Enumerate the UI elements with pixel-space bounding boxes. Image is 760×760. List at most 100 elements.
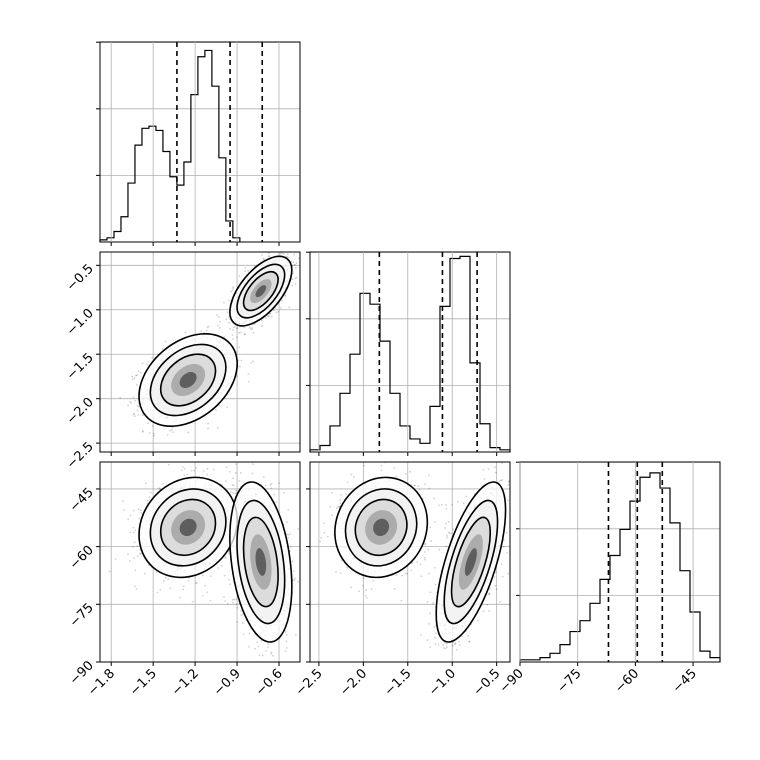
scatter-point [187,580,190,582]
scatter-point [136,409,139,412]
scatter-point [136,545,139,547]
scatter-point [294,266,297,269]
scatter-point [133,377,136,380]
scatter-point [205,329,208,332]
scatter-point [279,306,282,309]
scatter-point [305,584,307,586]
scatter-point [282,252,285,255]
scatter-point [239,331,242,334]
scatter-point [137,413,140,416]
scatter-point [141,431,144,433]
scatter-point [267,643,270,646]
scatter-point [209,575,212,577]
scatter-point [159,588,162,591]
scatter-point [233,484,235,487]
scatter-point [147,360,150,363]
scatter-point [247,269,250,272]
scatter-point [244,266,247,269]
scatter-point [159,488,162,490]
scatter-point [216,324,219,327]
scatter-point [204,584,207,587]
scatter-point [235,603,238,606]
scatter-point [127,404,130,407]
scatter-point [236,606,239,609]
scatter-point [292,570,295,573]
scatter-point [148,496,151,498]
scatter-point [286,674,288,676]
scatter-point [182,585,185,588]
density-fill [255,285,267,298]
scatter-point [293,253,296,256]
scatter-point [285,646,288,649]
scatter-point [252,463,254,466]
scatter-point [183,474,186,477]
scatter-point [166,433,169,436]
scatter-point [242,633,245,636]
x-tick-label: −0.6 [253,666,286,699]
scatter-point [227,299,230,302]
scatter-point [164,340,167,343]
scatter-point [154,470,156,472]
scatter-point [136,555,139,558]
scatter-point [264,484,267,487]
scatter-point [291,278,294,281]
scatter-point [284,294,287,297]
scatter-point [281,246,283,248]
scatter-point [297,257,300,260]
scatter-point [269,312,272,315]
panel-frame [309,251,511,453]
scatter-point [293,579,296,581]
scatter-point [133,531,135,534]
scatter-point [147,422,150,425]
scatter-point [232,338,234,340]
scatter-point [141,414,144,417]
scatter-point [129,400,132,403]
scatter-point [267,255,270,258]
scatter-point [122,509,125,511]
scatter-point [247,380,250,383]
histogram-panel [96,41,301,243]
scatter-point [226,311,229,314]
scatter-point [279,252,282,255]
scatter-point [128,560,131,562]
scatter-point [294,283,297,285]
scatter-point [201,594,204,597]
scatter-point [206,467,209,470]
scatter-point [114,558,117,560]
scatter-point [248,326,251,328]
scatter-point [137,405,140,408]
scatter-point [258,456,260,458]
scatter-point [253,265,256,267]
scatter-point [218,404,221,407]
scatter-point [132,413,135,416]
x-tick-label: −1.2 [169,666,202,699]
scatter-point [167,463,170,466]
scatter-point [153,434,156,437]
scatter-point [127,553,130,556]
scatter-point [201,574,204,577]
x-tick-label: −0.9 [211,666,244,699]
scatter-point [225,318,228,321]
scatter-point [209,599,212,602]
scatter-point [130,402,132,404]
scatter-point [138,517,140,520]
scatter-point [228,316,230,319]
scatter-point [158,487,161,490]
scatter-point [268,664,270,666]
scatter-point [270,487,273,490]
scatter-point [262,257,265,260]
scatter-point [248,645,250,648]
scatter-point [283,491,285,494]
scatter-point [275,501,278,504]
scatter-point [135,588,138,591]
scatter-point [269,250,271,252]
scatter-point [134,529,137,532]
scatter-point [169,587,172,590]
scatter-point [251,472,254,475]
y-tick-label: −2.5 [64,439,97,472]
scatter-point [215,408,217,411]
scatter-point [242,613,244,616]
scatter-point [224,600,227,602]
scatter-point [193,469,196,472]
